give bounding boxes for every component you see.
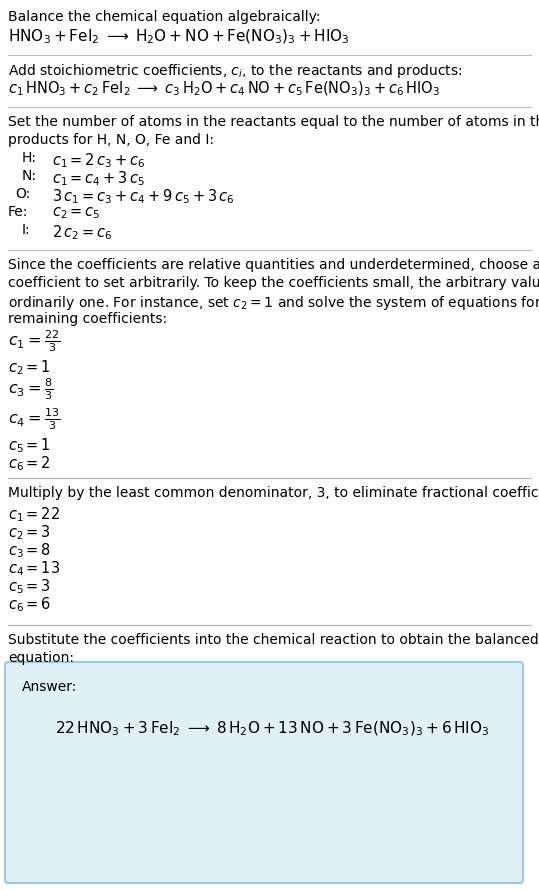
Text: $c_3 = \frac{8}{3}$: $c_3 = \frac{8}{3}$ [8, 376, 53, 401]
Text: Substitute the coefficients into the chemical reaction to obtain the balanced: Substitute the coefficients into the che… [8, 633, 539, 647]
Text: $c_2 = 3$: $c_2 = 3$ [8, 523, 51, 542]
Text: Balance the chemical equation algebraically:: Balance the chemical equation algebraica… [8, 10, 321, 24]
Text: $c_3 = 8$: $c_3 = 8$ [8, 541, 51, 560]
Text: O:: O: [15, 187, 30, 201]
Text: $c_4 = 13$: $c_4 = 13$ [8, 559, 60, 578]
Text: N:: N: [22, 169, 37, 183]
Text: Set the number of atoms in the reactants equal to the number of atoms in the: Set the number of atoms in the reactants… [8, 115, 539, 129]
Text: products for H, N, O, Fe and I:: products for H, N, O, Fe and I: [8, 133, 214, 147]
Text: ordinarily one. For instance, set $c_2 = 1$ and solve the system of equations fo: ordinarily one. For instance, set $c_2 =… [8, 294, 539, 312]
Text: $c_6 = 2$: $c_6 = 2$ [8, 454, 51, 473]
Text: Answer:: Answer: [22, 680, 78, 694]
Text: $3\,c_1 = c_3 + c_4 + 9\,c_5 + 3\,c_6$: $3\,c_1 = c_3 + c_4 + 9\,c_5 + 3\,c_6$ [52, 187, 235, 206]
Text: $c_1 = \frac{22}{3}$: $c_1 = \frac{22}{3}$ [8, 328, 60, 354]
Text: $22\,\mathrm{HNO_3} + 3\,\mathrm{FeI_2} \;\longrightarrow\; 8\,\mathrm{H_2O} + 1: $22\,\mathrm{HNO_3} + 3\,\mathrm{FeI_2} … [55, 720, 489, 739]
Text: remaining coefficients:: remaining coefficients: [8, 312, 167, 326]
Text: $c_5 = 1$: $c_5 = 1$ [8, 436, 51, 455]
Text: Since the coefficients are relative quantities and underdetermined, choose a: Since the coefficients are relative quan… [8, 258, 539, 272]
Text: $2\,c_2 = c_6$: $2\,c_2 = c_6$ [52, 223, 113, 242]
Text: coefficient to set arbitrarily. To keep the coefficients small, the arbitrary va: coefficient to set arbitrarily. To keep … [8, 276, 539, 290]
Text: Add stoichiometric coefficients, $c_i$, to the reactants and products:: Add stoichiometric coefficients, $c_i$, … [8, 62, 462, 80]
Text: Fe:: Fe: [8, 205, 29, 219]
Text: $c_6 = 6$: $c_6 = 6$ [8, 595, 51, 614]
Text: H:: H: [22, 151, 37, 165]
Text: equation:: equation: [8, 651, 74, 665]
Text: $c_2 = c_5$: $c_2 = c_5$ [52, 205, 101, 221]
Text: Multiply by the least common denominator, 3, to eliminate fractional coefficient: Multiply by the least common denominator… [8, 486, 539, 500]
Text: $c_5 = 3$: $c_5 = 3$ [8, 577, 51, 595]
FancyBboxPatch shape [5, 662, 523, 883]
Text: I:: I: [22, 223, 31, 237]
Text: $c_1\,\mathrm{HNO_3} + c_2\,\mathrm{FeI_2} \;\longrightarrow\; c_3\,\mathrm{H_2O: $c_1\,\mathrm{HNO_3} + c_2\,\mathrm{FeI_… [8, 80, 440, 99]
Text: $c_1 = 22$: $c_1 = 22$ [8, 505, 60, 523]
Text: $c_2 = 1$: $c_2 = 1$ [8, 358, 51, 376]
Text: $c_1 = c_4 + 3\,c_5$: $c_1 = c_4 + 3\,c_5$ [52, 169, 145, 188]
Text: $c_4 = \frac{13}{3}$: $c_4 = \frac{13}{3}$ [8, 406, 60, 432]
Text: $\mathrm{HNO_3 + FeI_2 \;\longrightarrow\; H_2O + NO + Fe(NO_3)_3 + HIO_3}$: $\mathrm{HNO_3 + FeI_2 \;\longrightarrow… [8, 28, 350, 46]
Text: $c_1 = 2\,c_3 + c_6$: $c_1 = 2\,c_3 + c_6$ [52, 151, 146, 170]
